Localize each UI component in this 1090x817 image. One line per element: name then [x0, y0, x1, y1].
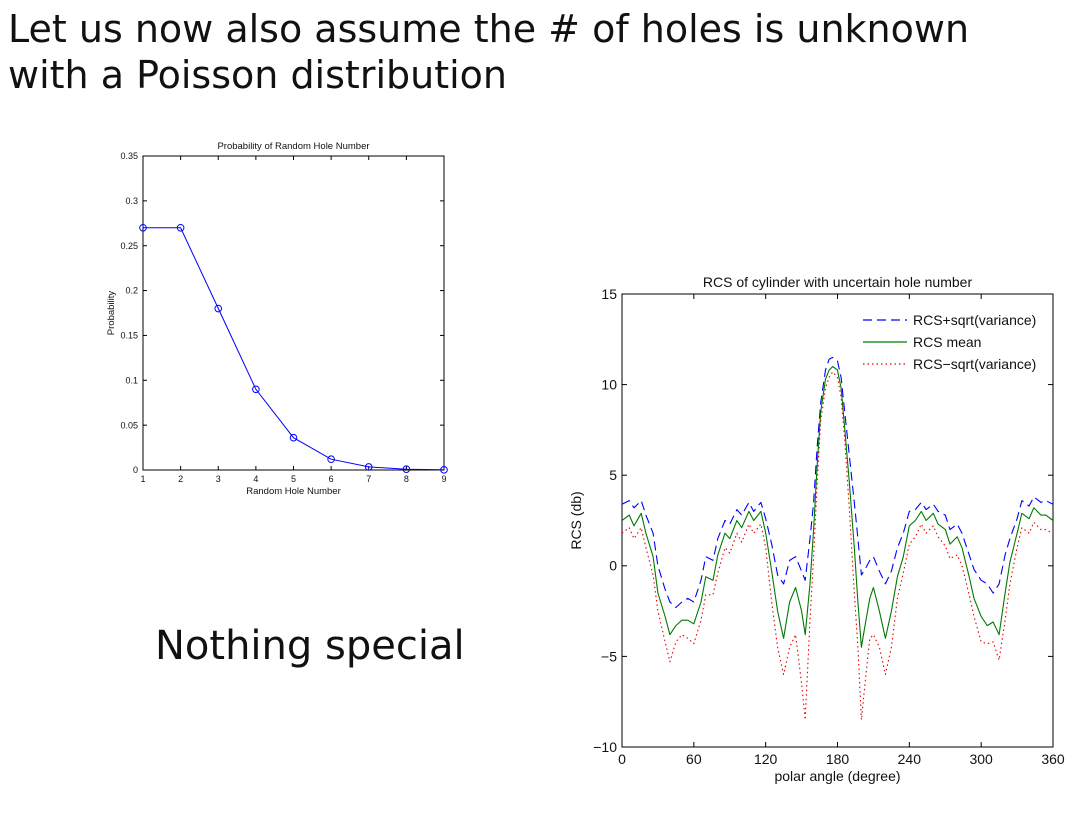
series-line-2	[621, 365, 1054, 648]
x-tick-label: 240	[898, 751, 922, 767]
x-tick-label: 8	[404, 474, 409, 484]
slide-title-line-1: Let us now also assume the # of holes is…	[8, 7, 970, 51]
slide-title: Let us now also assume the # of holes is…	[8, 6, 1068, 98]
chart-title: Probability of Random Hole Number	[217, 141, 369, 152]
x-tick-label: 180	[826, 751, 850, 767]
probability-point	[289, 433, 298, 442]
probability-point	[214, 304, 223, 313]
x-tick-label: 60	[686, 751, 702, 767]
legend-label: RCS+sqrt(variance)	[913, 312, 1036, 328]
y-tick-label: 5	[609, 467, 617, 483]
legend: RCS+sqrt(variance) RCS mean RCS−sqrt(varia…	[863, 312, 1036, 372]
x-tick-label: 0	[618, 751, 626, 767]
x-tick-label: 1	[140, 474, 145, 484]
probability-point	[402, 465, 411, 473]
probability-point	[139, 223, 147, 232]
y-axis-label: Probability	[106, 291, 117, 336]
y-tick-label: 15	[601, 286, 617, 302]
probability-point	[364, 463, 373, 471]
x-tick-label: 7	[366, 474, 371, 484]
probability-line	[143, 227, 445, 471]
plot-frame	[142, 155, 445, 471]
y-tick-label: 0.2	[125, 286, 138, 296]
y-tick-label: 0.1	[125, 375, 138, 385]
x-axis-label: polar angle (degree)	[774, 768, 900, 784]
y-tick-label: 0.35	[120, 151, 138, 161]
probability-point	[176, 223, 185, 232]
y-tick-label: 0.15	[120, 331, 138, 341]
rcs-chart: 0 60 120 180 240 300 360 −10 −5 0 5 10 15 RCS of cyli…	[568, 274, 1065, 784]
probability-point	[252, 385, 260, 394]
x-tick-label: 6	[329, 474, 334, 484]
probability-point	[327, 455, 335, 464]
y-tick-label: 0.05	[120, 420, 138, 430]
series-line-3	[621, 371, 1054, 721]
y-tick-label: 0.3	[125, 196, 138, 206]
x-tick-label: 3	[216, 474, 221, 484]
x-tick-label: 2	[178, 474, 183, 484]
y-tick-label: 0	[609, 558, 617, 574]
x-tick-label: 9	[441, 474, 446, 484]
y-tick-label: −10	[593, 739, 617, 755]
chart-title: RCS of cylinder with uncertain hole numb…	[703, 274, 973, 290]
y-axis-label: RCS (db)	[568, 491, 584, 549]
probability-chart: 1 2 3 4 5 6 7 8 9 0 0.05 0.1 0.15 0.2 0.25 0.3 0.35 Proba…	[106, 141, 448, 497]
y-tick-label: 0.25	[120, 241, 138, 251]
x-tick-label: 4	[253, 474, 258, 484]
series-line-1	[621, 356, 1054, 609]
y-tick-label: 10	[601, 377, 617, 393]
probability-point	[440, 466, 448, 474]
x-tick-label: 300	[969, 751, 993, 767]
legend-label: RCS mean	[913, 334, 981, 350]
x-axis-label: Random Hole Number	[246, 486, 341, 497]
y-tick-label: 0	[133, 465, 138, 475]
x-tick-label: 120	[754, 751, 778, 767]
legend-label: RCS−sqrt(variance)	[913, 356, 1036, 372]
x-tick-label: 360	[1041, 751, 1065, 767]
slide-title-line-2: with a Poisson distribution	[8, 53, 507, 97]
caption-text: Nothing special	[155, 623, 465, 669]
x-tick-label: 5	[291, 474, 296, 484]
y-tick-label: −5	[601, 648, 617, 664]
